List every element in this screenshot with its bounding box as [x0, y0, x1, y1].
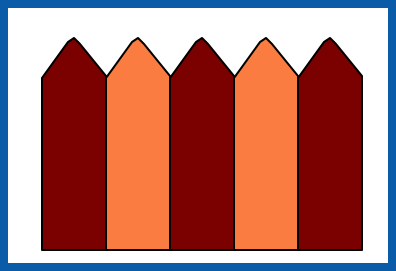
picket	[42, 38, 106, 250]
picket	[170, 38, 234, 250]
picket	[298, 38, 362, 250]
picket	[106, 38, 170, 250]
picket	[234, 38, 298, 250]
page: (() => { const data = JSON.parse(documen…	[0, 0, 396, 271]
picture	[0, 0, 396, 271]
fence	[42, 38, 362, 250]
